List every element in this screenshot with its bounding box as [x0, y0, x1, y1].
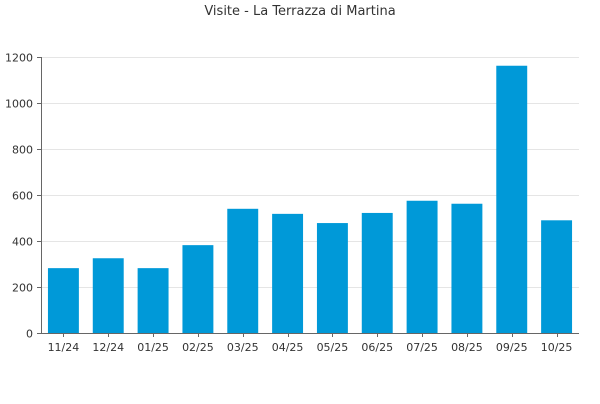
bar-08-25[interactable] [451, 203, 483, 333]
bar-04-25[interactable] [272, 213, 304, 333]
bar-12-24[interactable] [92, 258, 124, 333]
bar-03-25[interactable] [227, 208, 259, 333]
chart-title: Visite - La Terrazza di Martina [204, 4, 396, 19]
axes [37, 57, 579, 337]
x-tick-label: 03/25 [227, 341, 259, 354]
bar-06-25[interactable] [361, 212, 393, 333]
y-tick-label: 1000 [5, 98, 33, 111]
x-tick-label: 09/25 [496, 341, 528, 354]
x-tick-label: 06/25 [361, 341, 393, 354]
bar-11-24[interactable] [47, 268, 79, 333]
y-tick-label: 200 [12, 282, 33, 295]
x-tick-label: 10/25 [541, 341, 573, 354]
x-tick-label: 02/25 [182, 341, 214, 354]
bar-07-25[interactable] [406, 200, 438, 333]
bar-01-25[interactable] [137, 268, 169, 333]
x-tick-label: 07/25 [406, 341, 438, 354]
grid-lines [41, 57, 579, 288]
bars [47, 65, 573, 334]
y-tick-label: 1200 [5, 52, 33, 65]
y-tick-label: 600 [12, 190, 33, 203]
x-tick-label: 05/25 [317, 341, 349, 354]
x-tick-label: 12/24 [92, 341, 124, 354]
y-tick-label: 400 [12, 236, 33, 249]
x-tick-label: 01/25 [137, 341, 169, 354]
y-tick-labels: 0 200 400 600 800 1000 1200 [5, 52, 33, 341]
bar-10-25[interactable] [541, 220, 573, 333]
bar-02-25[interactable] [182, 245, 214, 333]
x-tick-label: 11/24 [48, 341, 80, 354]
x-tick-labels: 11/24 12/24 01/25 02/25 03/25 04/25 05/25 06/25… [48, 341, 573, 354]
y-tick-label: 0 [26, 328, 33, 341]
bar-09-25[interactable] [496, 65, 528, 334]
y-tick-label: 800 [12, 144, 33, 157]
x-tick-label: 04/25 [272, 341, 304, 354]
bar-05-25[interactable] [316, 223, 348, 333]
x-tick-label: 08/25 [451, 341, 483, 354]
